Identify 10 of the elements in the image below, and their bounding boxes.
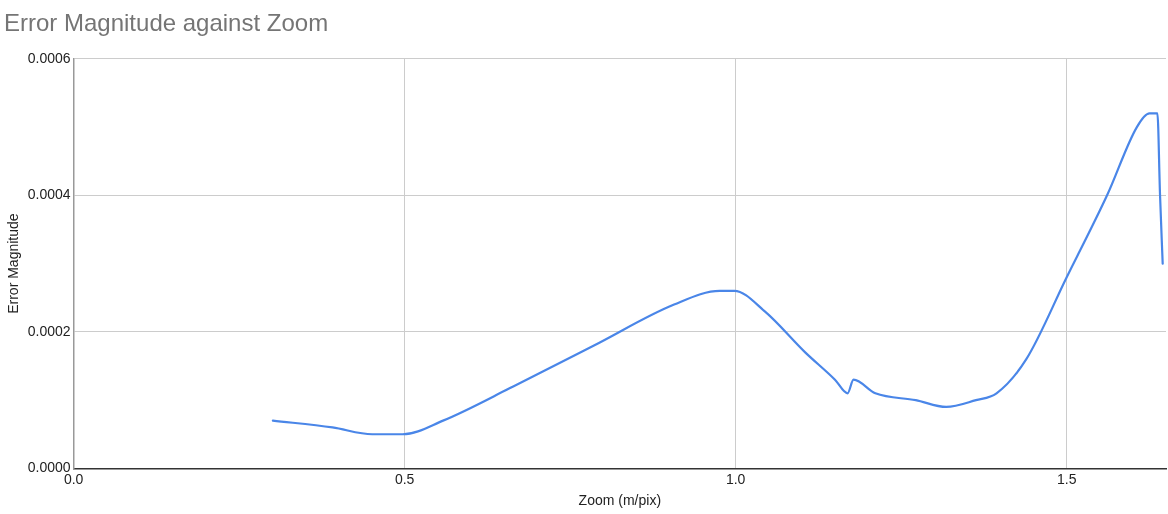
y-tick-label: 0.0004 bbox=[27, 186, 71, 203]
line-series bbox=[271, 112, 1164, 436]
y-tick-label: 0.0002 bbox=[27, 322, 71, 339]
x-tick-label: 1.0 bbox=[725, 470, 746, 487]
chart-title: Error Magnitude against Zoom bbox=[4, 9, 329, 37]
x-axis-title: Zoom (m/pix) bbox=[578, 492, 662, 509]
y-axis-title: Error Magnitude bbox=[5, 213, 22, 314]
x-tick-label: 1.5 bbox=[1056, 470, 1077, 487]
y-tick-label: 0.0006 bbox=[27, 49, 71, 66]
x-tick-label: 0.5 bbox=[394, 470, 415, 487]
